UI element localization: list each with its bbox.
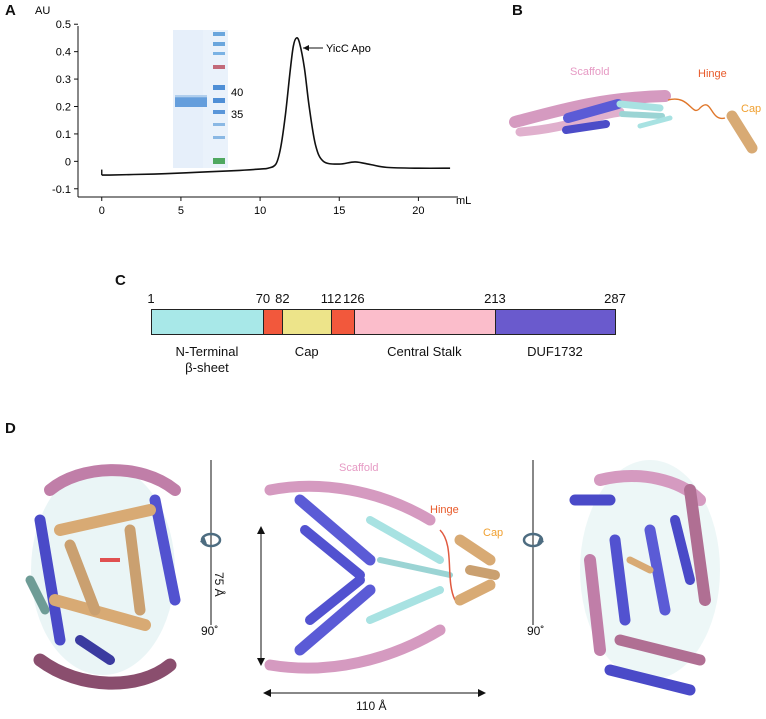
rotation-axis-left (200, 460, 222, 625)
x-tick-label: 0 (99, 205, 105, 217)
x-tick-label: 5 (178, 205, 184, 217)
panel-letter-d: D (5, 420, 16, 437)
y-axis-label: AU (35, 5, 50, 17)
panel-d-scaffold-label: Scaffold (339, 462, 379, 474)
gel-marker-35: 35 (231, 109, 243, 121)
rotation-label-left: 90˚ (201, 624, 219, 638)
panel-d-cap-label: Cap (483, 527, 504, 539)
chromatogram-chart: 0 5 10 15 20 -0.1 0 0.1 0.2 0.3 0.4 0.5 YicC Apo 40… (35, 5, 471, 217)
residue-position: 112 (320, 291, 342, 306)
x-tick-label: 20 (412, 205, 424, 217)
panel-letter-c: C (115, 272, 126, 289)
residue-position: 1 (147, 291, 155, 306)
absorbance-trace (101, 37, 451, 176)
panel-b-cap-label: Cap (741, 103, 762, 115)
domain-bar (151, 309, 616, 337)
x-axis-label: mL (456, 195, 471, 207)
y-tick-label: 0.5 (56, 19, 71, 31)
rotation-axis-right (522, 460, 544, 625)
height-label: 75 Å (212, 572, 226, 597)
domain-name-line: Central Stalk (387, 344, 462, 359)
y-tick-label: 0.4 (56, 47, 71, 59)
residue-position: 70 (255, 291, 271, 306)
residue-position: 287 (604, 291, 626, 306)
domain-name: Cap (295, 344, 319, 360)
panel-b-structure (509, 90, 758, 154)
height-dimension-arrow (257, 526, 265, 666)
peak-annotation: YicC Apo (326, 43, 371, 55)
domain-name: N-Terminal β-sheet (176, 344, 239, 376)
width-label: 110 Å (356, 699, 387, 713)
right-view-structure (569, 460, 720, 696)
y-tick-label: -0.1 (52, 184, 71, 196)
panel-d-hinge-label: Hinge (430, 504, 459, 516)
residue-position: 82 (275, 291, 290, 306)
panel-b-hinge-label: Hinge (698, 68, 727, 80)
y-tick-label: 0 (65, 156, 71, 168)
panel-letter-a: A (5, 2, 16, 19)
center-view-structure (264, 480, 500, 674)
gel-marker-40: 40 (231, 87, 243, 99)
domain-name-line: Cap (294, 344, 319, 359)
domain-name: Central Stalk (387, 344, 461, 360)
panel-letter-b: B (512, 2, 523, 19)
y-tick-label: 0.1 (56, 129, 71, 141)
x-tick-label: 15 (333, 205, 345, 217)
panel-b-scaffold-label: Scaffold (570, 66, 610, 78)
domain-name: DUF1732 (527, 344, 583, 360)
y-tick-label: 0.2 (56, 102, 71, 114)
domain-name-line: DUF1732 (527, 344, 583, 359)
x-tick-label: 10 (254, 205, 266, 217)
residue-position: 126 (342, 291, 365, 306)
y-tick-label: 0.3 (56, 74, 71, 86)
domain-segment (494, 309, 616, 335)
domain-name-line: β-sheet (185, 360, 229, 375)
rotation-label-right: 90˚ (527, 624, 545, 638)
sds-page-gel-image (173, 30, 228, 168)
domain-segment (353, 309, 496, 335)
residue-position: 213 (484, 291, 506, 306)
domain-name-line: N-Terminal (175, 344, 239, 359)
width-dimension-arrow (263, 689, 486, 697)
left-view-structure (25, 464, 181, 690)
domain-segment (151, 309, 264, 335)
